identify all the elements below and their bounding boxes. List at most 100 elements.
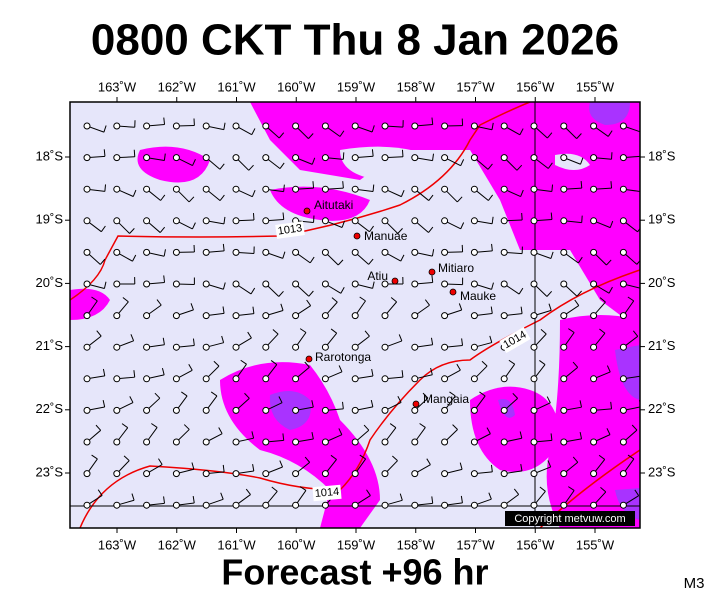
barb-station — [470, 375, 478, 383]
barb-station — [619, 375, 627, 383]
barb-station — [411, 122, 419, 130]
barb-station — [470, 470, 478, 478]
barb-flag — [342, 181, 344, 189]
barb-station — [292, 280, 300, 288]
barb-station — [500, 501, 508, 509]
barb-station — [590, 501, 598, 509]
barb-station — [441, 375, 449, 383]
barb-station — [560, 280, 568, 288]
barb-flag — [579, 431, 583, 439]
barb-flag — [299, 486, 307, 491]
barb-station — [232, 375, 240, 383]
barb-flag — [397, 228, 403, 234]
barb-flag — [431, 496, 434, 504]
barb-flag — [156, 299, 162, 306]
barb-flag — [131, 493, 135, 501]
barb-station — [351, 406, 359, 414]
barb-flag — [399, 493, 403, 501]
barb-station — [143, 312, 151, 320]
barb-flag — [103, 281, 107, 289]
barb-station — [202, 470, 210, 478]
barb-station — [262, 280, 270, 288]
barb-flag — [422, 392, 429, 399]
barb-station — [381, 312, 389, 320]
barb-flag — [188, 363, 193, 371]
barb-flag — [449, 391, 456, 397]
barb-flag — [631, 424, 638, 431]
barb-flag — [359, 454, 366, 460]
barb-station — [292, 470, 300, 478]
map-frame — [69, 101, 641, 529]
barb-station — [172, 217, 180, 225]
barb-flag — [520, 189, 524, 197]
barb-station — [560, 406, 568, 414]
longitude-label: 162˚W — [158, 537, 197, 552]
barb-station — [500, 375, 508, 383]
barb-station — [619, 185, 627, 193]
barb-station — [351, 501, 359, 509]
barb-station — [500, 217, 508, 225]
barb-flag — [491, 122, 494, 130]
longitude-label: 156˚W — [516, 537, 555, 552]
copyright: Copyright metvuw.com — [514, 513, 625, 525]
barb-station — [381, 501, 389, 509]
barb-flag — [222, 282, 226, 290]
barb-station — [83, 312, 91, 320]
barb-station — [202, 343, 210, 351]
barb-flag — [158, 458, 163, 465]
latitude-label: 20˚S — [36, 275, 64, 290]
barb-station — [530, 343, 538, 351]
barb-flag — [210, 391, 218, 397]
barb-flag — [222, 243, 225, 251]
barb-station — [619, 343, 627, 351]
barb-station — [262, 501, 270, 509]
barb-station — [351, 248, 359, 256]
barb-flag — [299, 328, 307, 333]
barb-flag — [491, 282, 494, 290]
isobar-text: 1013 — [277, 222, 303, 237]
barb-flag — [488, 492, 492, 500]
barb-flag — [392, 455, 398, 462]
barb-station — [321, 438, 329, 446]
barb-station — [500, 438, 508, 446]
barb-station — [83, 375, 91, 383]
barb-station — [143, 375, 151, 383]
barb-station — [351, 343, 359, 351]
barb-flag — [330, 454, 337, 460]
barb-flag — [397, 396, 402, 403]
barb-station — [202, 375, 210, 383]
longitude-label: 161˚W — [217, 537, 256, 552]
barb-station — [560, 312, 568, 320]
barb-station — [441, 406, 449, 414]
barb-station — [232, 122, 240, 130]
barb-flag — [181, 391, 188, 397]
longitude-label: 156˚W — [516, 79, 555, 94]
barb-flag — [598, 454, 606, 460]
barb-station — [232, 438, 240, 446]
barb-station — [441, 280, 449, 288]
place-label: Atiu — [367, 269, 388, 283]
barb-flag — [371, 149, 374, 157]
barb-flag — [372, 281, 375, 289]
barb-station — [83, 185, 91, 193]
barb-station — [292, 248, 300, 256]
barb-flag — [426, 458, 431, 465]
barb-station — [83, 122, 91, 130]
barb-flag — [311, 400, 314, 408]
barb-station — [590, 154, 598, 162]
barb-flag — [641, 185, 642, 192]
latitude-label: 23˚S — [648, 464, 676, 479]
barb-station — [351, 438, 359, 446]
barb-flag — [282, 433, 285, 441]
barb-station — [262, 122, 270, 130]
longitude-label: 159˚W — [337, 537, 376, 552]
barb-flag — [132, 189, 137, 197]
barb-flag — [366, 489, 371, 496]
barb-station — [590, 122, 598, 130]
barb-flag — [272, 329, 279, 335]
barb-flag — [487, 163, 493, 170]
barb-flag — [432, 153, 435, 161]
barb-flag — [220, 492, 224, 500]
barb-flag — [129, 228, 135, 234]
barb-flag — [627, 296, 635, 302]
